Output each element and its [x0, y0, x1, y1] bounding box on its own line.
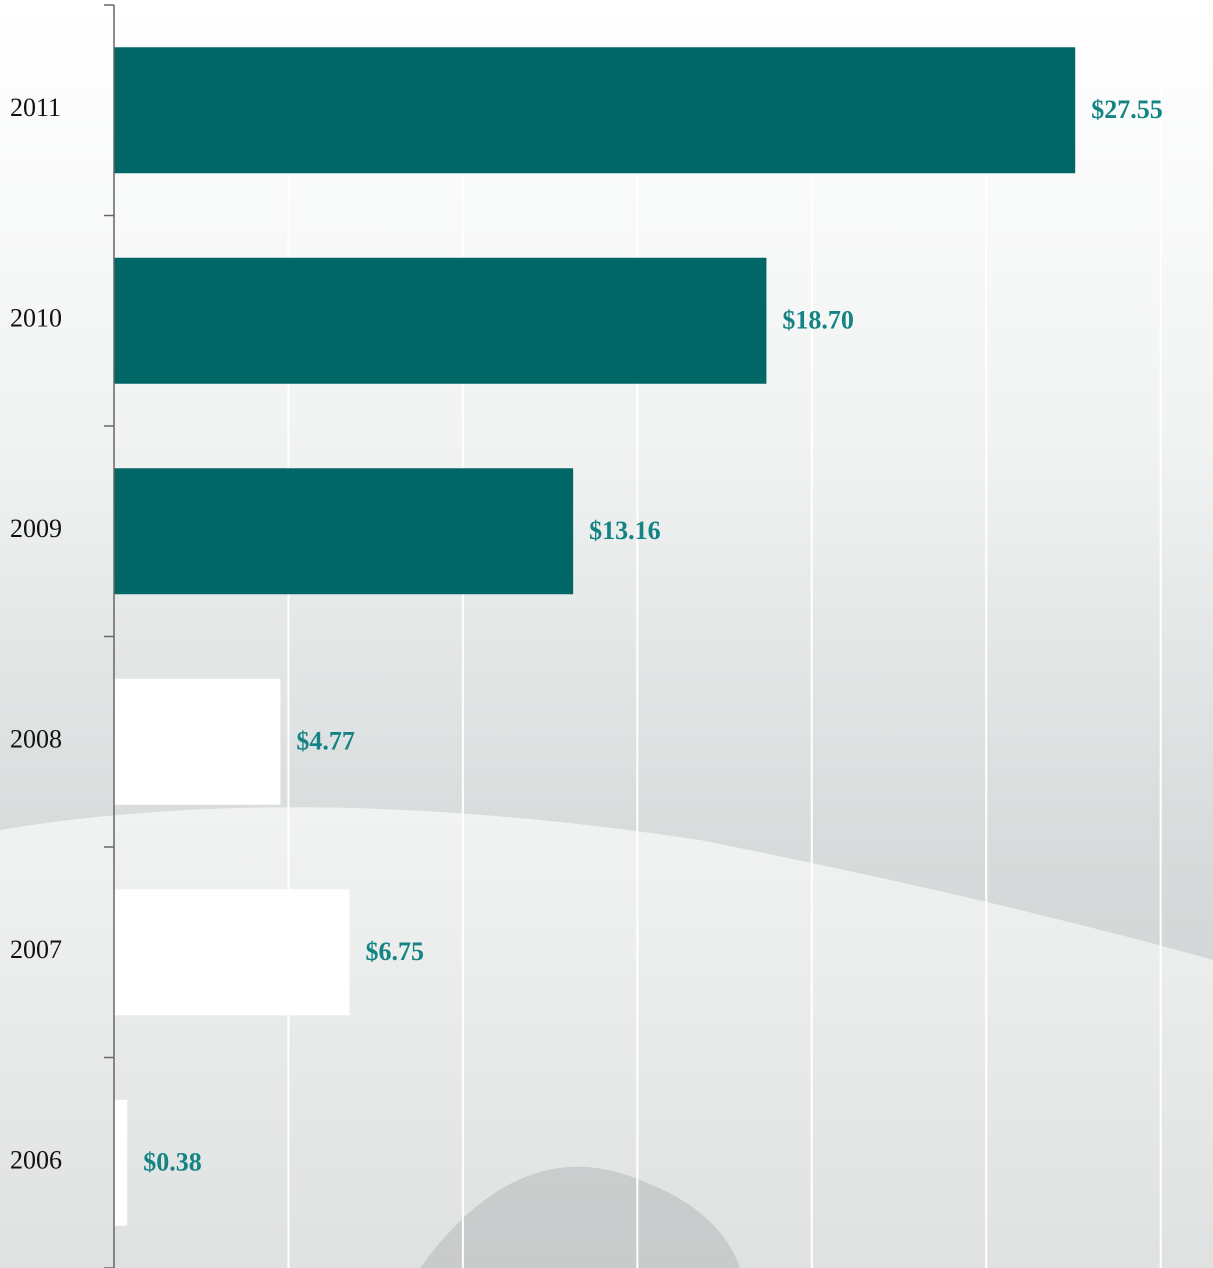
category-label: 2007	[10, 935, 62, 964]
bar	[114, 679, 280, 805]
bar	[114, 1100, 127, 1226]
bar	[114, 258, 766, 384]
category-label: 2008	[10, 725, 62, 754]
category-label: 2011	[10, 93, 61, 122]
value-label: $13.16	[589, 516, 661, 545]
bar	[114, 468, 573, 594]
value-label: $0.38	[143, 1148, 202, 1177]
bar	[114, 889, 350, 1015]
value-label: $4.77	[296, 727, 355, 756]
value-label: $6.75	[366, 937, 425, 966]
value-label: $27.55	[1091, 95, 1163, 124]
category-label: 2006	[10, 1146, 62, 1175]
value-label: $18.70	[782, 306, 854, 335]
chart: 2011 $27.55 2010 $18.70 2009 $13.16 2008 $4.77 2…	[0, 0, 1213, 1268]
category-label: 2009	[10, 514, 62, 543]
category-label: 2010	[10, 304, 62, 333]
bar	[114, 47, 1075, 173]
page: 2011 $27.55 2010 $18.70 2009 $13.16 2008 $4.77 2…	[0, 0, 1213, 1268]
